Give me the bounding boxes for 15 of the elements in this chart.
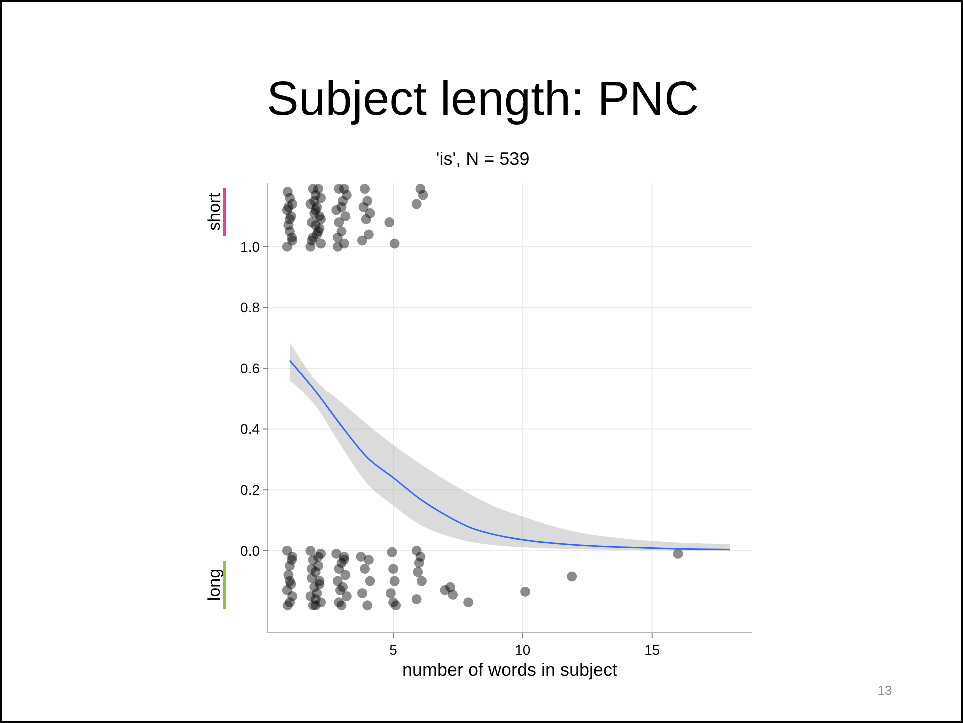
chart-subtitle: 'is', N = 539 bbox=[436, 149, 530, 169]
y-tick-label: 1.0 bbox=[240, 238, 260, 255]
y-tick-label: 0.0 bbox=[240, 542, 260, 559]
x-tick-label: 15 bbox=[644, 642, 660, 658]
x-tick-label: 10 bbox=[515, 642, 531, 658]
y-tick-label: 0.2 bbox=[240, 482, 260, 498]
x-axis-title: number of words in subject bbox=[402, 660, 618, 680]
text: 13 bbox=[878, 683, 892, 698]
y-tick-label: 0.6 bbox=[240, 360, 260, 376]
y-tick-label: 0.8 bbox=[240, 300, 260, 316]
x-tick-label: 5 bbox=[390, 642, 398, 658]
y-tick-label: 0.4 bbox=[240, 421, 260, 438]
chart-title: Subject length: PNC bbox=[266, 73, 700, 126]
text: long bbox=[205, 568, 224, 602]
text: short bbox=[205, 192, 224, 231]
